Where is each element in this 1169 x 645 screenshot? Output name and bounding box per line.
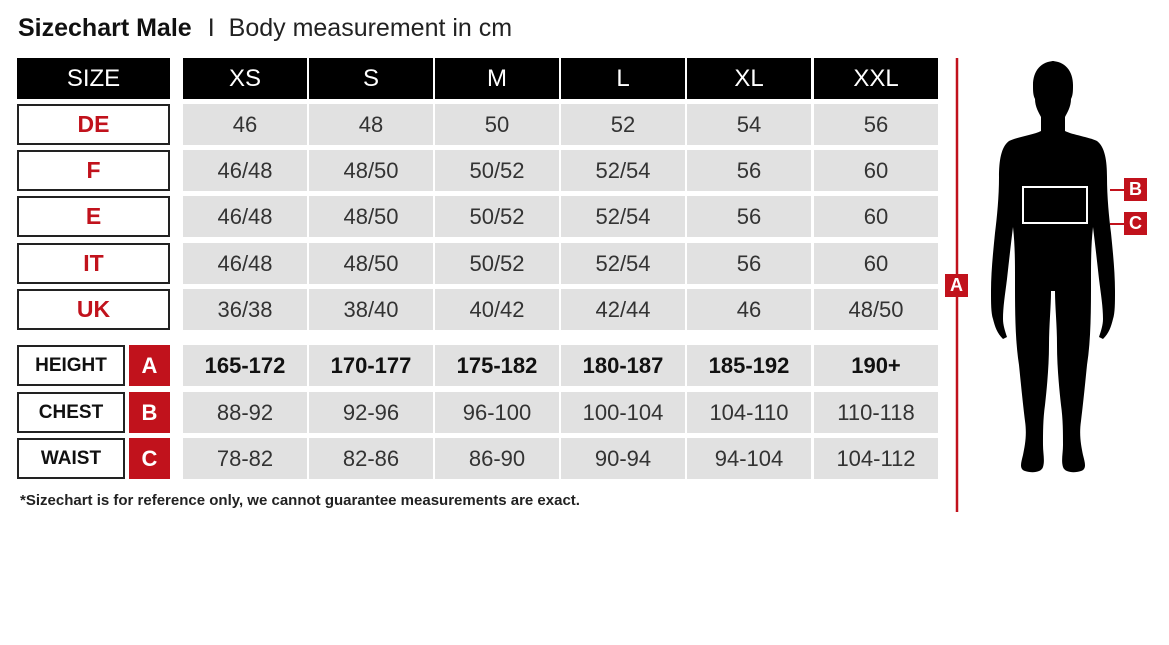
table-cell: 48 <box>309 104 433 145</box>
table-cell: 48/50 <box>309 196 433 237</box>
table-cell: 185-192 <box>687 345 811 386</box>
measurement-label-chest: CHEST <box>17 392 125 433</box>
table-cell: 52/54 <box>561 150 685 191</box>
country-label-f: F <box>17 150 170 191</box>
table-cell: 48/50 <box>309 243 433 284</box>
table-cell: 48/50 <box>309 150 433 191</box>
table-cell: 180-187 <box>561 345 685 386</box>
table-cell: 56 <box>687 243 811 284</box>
country-label-it: IT <box>17 243 170 284</box>
measurement-label-height: HEIGHT <box>17 345 125 386</box>
country-label-e: E <box>17 196 170 237</box>
table-cell: 82-86 <box>309 438 433 479</box>
table-cell: 56 <box>687 150 811 191</box>
chest-tag: B <box>1124 178 1147 201</box>
table-cell: 42/44 <box>561 289 685 330</box>
table-cell: 46/48 <box>183 243 307 284</box>
size-header-label: SIZE <box>17 58 170 99</box>
size-header-m: M <box>435 58 559 99</box>
table-cell: 56 <box>814 104 938 145</box>
size-header-l: L <box>561 58 685 99</box>
table-cell: 38/40 <box>309 289 433 330</box>
table-cell: 110-118 <box>814 392 938 433</box>
table-cell: 60 <box>814 150 938 191</box>
waist-tag: C <box>1124 212 1147 235</box>
table-cell: 104-110 <box>687 392 811 433</box>
table-cell: 46/48 <box>183 196 307 237</box>
measurement-tag: B <box>129 392 170 433</box>
title-bold: Sizechart Male <box>18 14 192 42</box>
size-header-xxl: XXL <box>814 58 938 99</box>
country-label-uk: UK <box>17 289 170 330</box>
table-cell: 50/52 <box>435 243 559 284</box>
measurement-tag: A <box>129 345 170 386</box>
table-cell: 56 <box>687 196 811 237</box>
table-cell: 52/54 <box>561 196 685 237</box>
table-cell: 52/54 <box>561 243 685 284</box>
table-cell: 96-100 <box>435 392 559 433</box>
size-header-s: S <box>309 58 433 99</box>
title-subtitle: Body measurement in cm <box>228 14 513 42</box>
table-cell: 88-92 <box>183 392 307 433</box>
table-cell: 40/42 <box>435 289 559 330</box>
silhouette-icon <box>991 61 1115 473</box>
table-cell: 78-82 <box>183 438 307 479</box>
table-cell: 50/52 <box>435 150 559 191</box>
table-cell: 60 <box>814 243 938 284</box>
table-cell: 60 <box>814 196 938 237</box>
size-header-xs: XS <box>183 58 307 99</box>
body-figure <box>955 58 1124 512</box>
table-cell: 104-112 <box>814 438 938 479</box>
title-separator: I <box>207 14 215 42</box>
table-cell: 50/52 <box>435 196 559 237</box>
footnote: *Sizechart is for reference only, we can… <box>20 492 580 509</box>
table-cell: 86-90 <box>435 438 559 479</box>
table-cell: 94-104 <box>687 438 811 479</box>
measurement-label-waist: WAIST <box>17 438 125 479</box>
table-cell: 50 <box>435 104 559 145</box>
table-cell: 165-172 <box>183 345 307 386</box>
height-tag: A <box>945 274 968 297</box>
table-cell: 90-94 <box>561 438 685 479</box>
table-cell: 46 <box>183 104 307 145</box>
measurement-tag: C <box>129 438 170 479</box>
table-cell: 36/38 <box>183 289 307 330</box>
table-cell: 190+ <box>814 345 938 386</box>
size-header-xl: XL <box>687 58 811 99</box>
table-cell: 48/50 <box>814 289 938 330</box>
table-cell: 170-177 <box>309 345 433 386</box>
table-cell: 46 <box>687 289 811 330</box>
country-label-de: DE <box>17 104 170 145</box>
page-title: Sizechart Male I Body measurement in cm <box>18 14 512 43</box>
table-cell: 54 <box>687 104 811 145</box>
table-cell: 92-96 <box>309 392 433 433</box>
table-cell: 46/48 <box>183 150 307 191</box>
table-cell: 100-104 <box>561 392 685 433</box>
table-cell: 175-182 <box>435 345 559 386</box>
table-cell: 52 <box>561 104 685 145</box>
